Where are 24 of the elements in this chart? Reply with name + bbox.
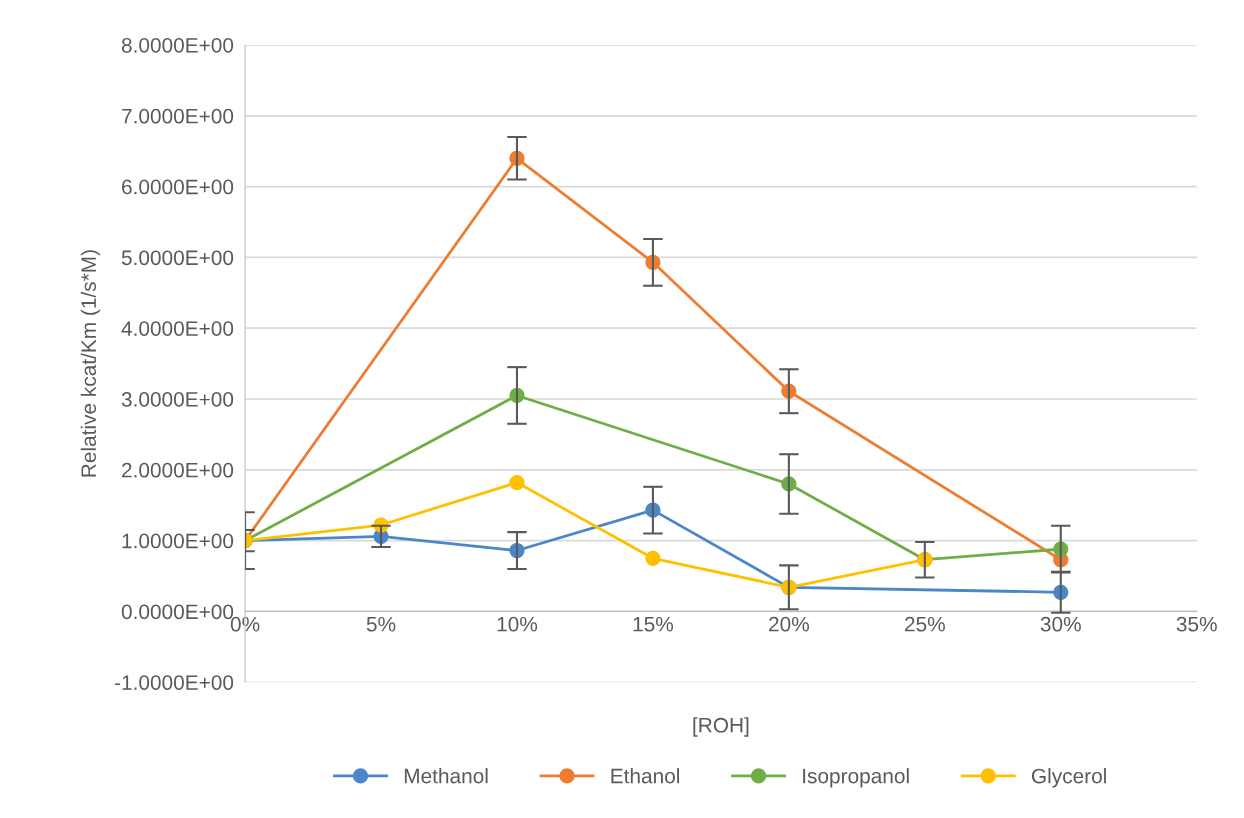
- legend-label: Isopropanol: [803, 768, 909, 788]
- x-tick-label: 20%: [769, 616, 809, 632]
- y-tick-label: 1.0000E+00: [122, 533, 234, 549]
- legend-label: Glycerol: [1031, 768, 1106, 788]
- y-tick-label: -1.0000E+00: [115, 675, 234, 690]
- legend-label: Methanol: [404, 768, 488, 784]
- y-tick-label: 2.0000E+00: [122, 462, 234, 478]
- x-tick-label: 35%: [1176, 616, 1217, 632]
- point: [645, 550, 661, 566]
- y-axis-title: Relative kcat/Km (1/s*M): [80, 250, 101, 477]
- x-tick-label: 25%: [905, 616, 945, 632]
- x-axis-title: [ROH]: [693, 717, 749, 737]
- y-tick-label: 3.0000E+00: [121, 392, 234, 407]
- point: [509, 474, 525, 491]
- x-tick-label: 5%: [366, 616, 396, 632]
- y-tick-label: 8.0000E+00: [121, 37, 234, 53]
- y-tick-label: 6.0000E+00: [122, 179, 234, 195]
- x-tick-label: 15%: [633, 616, 674, 632]
- x-tick-label: 30%: [1040, 616, 1081, 632]
- y-tick-label: 5.0000E+00: [121, 250, 234, 266]
- y-tick-label: 7.0000E+00: [122, 108, 234, 124]
- y-tick-label: 4.0000E+00: [121, 321, 234, 336]
- x-tick-label: 10%: [497, 616, 538, 632]
- legend-label: Ethanol: [611, 768, 680, 784]
